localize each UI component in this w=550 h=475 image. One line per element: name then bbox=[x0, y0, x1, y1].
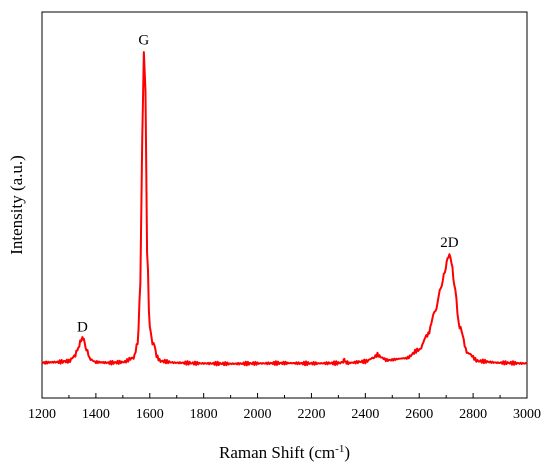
x-axis-title: Raman Shift (cm-1) bbox=[219, 443, 350, 462]
x-tick-label: 2000 bbox=[244, 407, 272, 422]
x-axis-title-main: Raman Shift (cm bbox=[219, 443, 335, 462]
peak-label: G bbox=[138, 33, 149, 49]
x-tick-label: 2800 bbox=[459, 407, 487, 422]
peak-label: D bbox=[77, 319, 88, 335]
x-tick-label: 2400 bbox=[351, 407, 379, 422]
x-tick-label: 1200 bbox=[28, 407, 56, 422]
x-tick-label: 1600 bbox=[136, 407, 164, 422]
x-tick-label: 1800 bbox=[190, 407, 218, 422]
x-tick-label: 2200 bbox=[297, 407, 325, 422]
x-axis-title-superscript: -1 bbox=[335, 443, 344, 455]
x-tick-label: 2600 bbox=[405, 407, 433, 422]
x-tick-label: 3000 bbox=[513, 407, 541, 422]
peak-annotations: D G 2D bbox=[77, 33, 459, 336]
plot-frame bbox=[41, 11, 528, 399]
spectrum-series-line bbox=[41, 51, 528, 367]
x-axis-title-tail: ) bbox=[344, 443, 350, 462]
y-axis-title: Intensity (a.u.) bbox=[7, 155, 26, 255]
peak-label: 2D bbox=[440, 235, 459, 251]
x-axis-tick-labels: 1200 1400 1600 1800 2000 2200 2400 2600 2800 3000 bbox=[28, 407, 541, 422]
x-axis-ticks bbox=[41, 393, 528, 398]
x-tick-label: 1400 bbox=[82, 407, 110, 422]
